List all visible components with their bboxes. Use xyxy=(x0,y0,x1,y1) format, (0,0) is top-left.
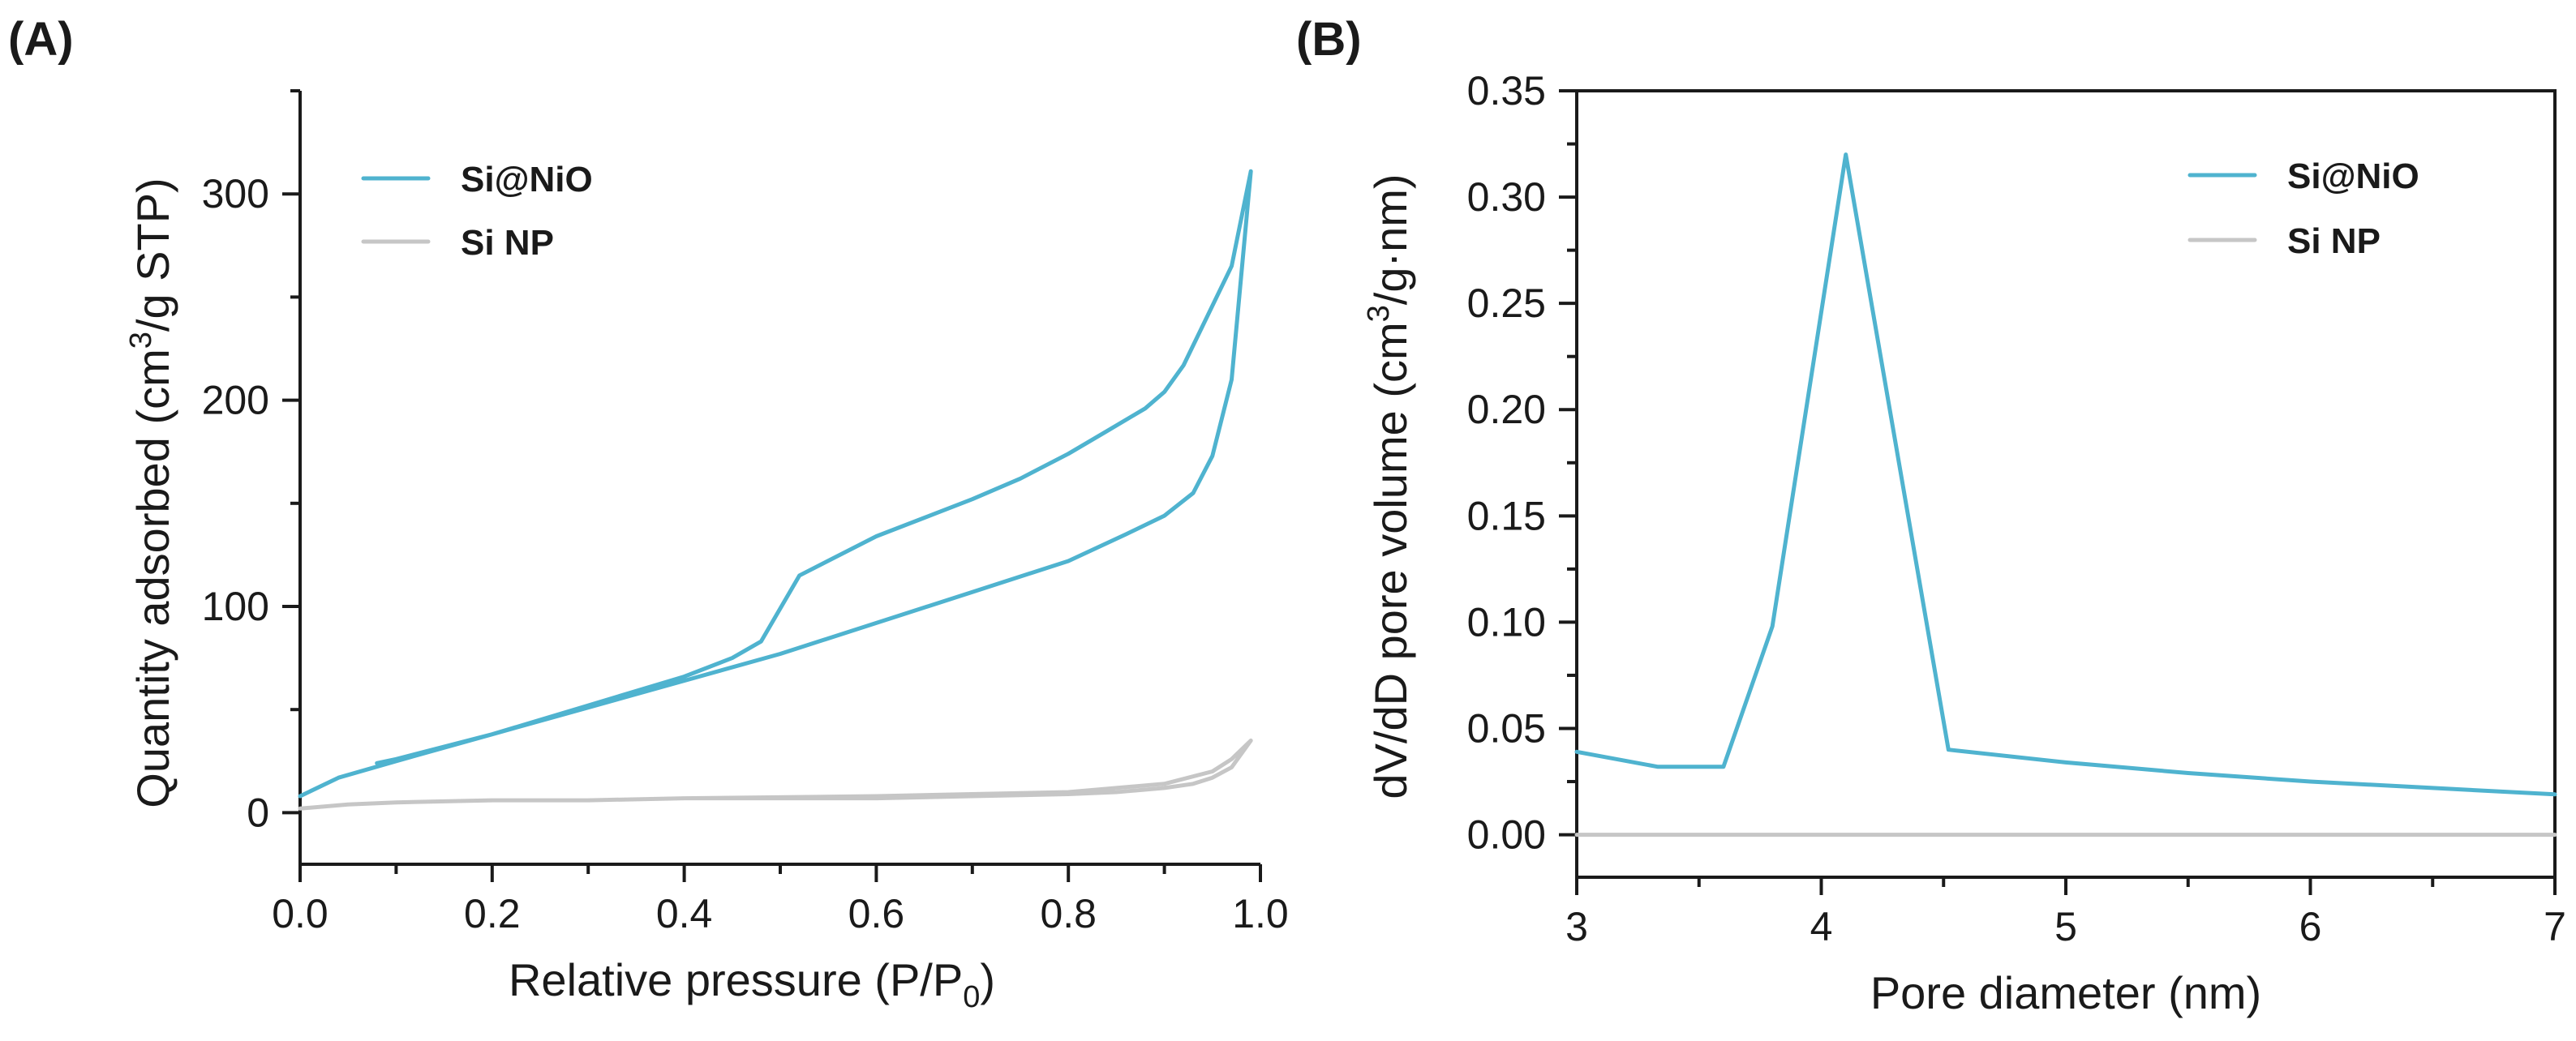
panel-a-x-axis-title: Relative pressure (P/P0) xyxy=(509,954,995,1014)
panel-b-x-axis-title: Pore diameter (nm) xyxy=(1870,967,2261,1018)
panel-a-y-tick-label: 0 xyxy=(247,790,269,835)
panel-b-y-tick-label: 0.35 xyxy=(1467,68,1546,114)
panel-a-label: (A) xyxy=(8,13,74,66)
panel-a-x-tick-label: 0.4 xyxy=(656,891,713,936)
panel-a-y-axis-title: Quantity adsorbed (cm3/g STP) xyxy=(124,178,178,808)
panel-b-x-tick-label: 4 xyxy=(1810,904,1833,949)
panel-b-legend: Si@NiO Si NP xyxy=(2187,156,2419,261)
panel-b-x-tick-label: 3 xyxy=(1565,904,1588,949)
panel-a-series-si-nio-line xyxy=(298,169,1253,799)
panel-a-series-si-np-line xyxy=(298,738,1253,811)
panel-b-y-axis-title: dV/dD pore volume (cm3/g·nm) xyxy=(1362,174,1416,799)
panel-b-plot-area: 3 4 5 6 7 0.00 0.05 0.10 0.15 0.20 0.25 0.30 0.35 xyxy=(1467,68,2566,949)
panel-b-y-tick-label: 0.10 xyxy=(1467,599,1546,645)
panel-b-y-tick-label: 0.25 xyxy=(1467,281,1546,326)
panel-b-legend-label-si-np: Si NP xyxy=(2287,221,2381,261)
panel-a-x-tick-label: 0.2 xyxy=(464,891,521,936)
panel-b-y-tick-label: 0.05 xyxy=(1467,705,1546,751)
panel-b-series-si-nio-line xyxy=(1574,152,2557,797)
panel-b-legend-label-si-nio: Si@NiO xyxy=(2287,156,2419,196)
panel-a-x-tick-label: 1.0 xyxy=(1232,891,1289,936)
panel-b-x-tick-label: 5 xyxy=(2054,904,2077,949)
panel-a-x-tick-label: 0.6 xyxy=(848,891,905,936)
panel-a-isotherm-chart: (A) 0.0 0.2 0.4 0.6 0.8 1.0 0 100 200 300 Relativ… xyxy=(8,13,1289,1014)
panel-a-plot-area: 0.0 0.2 0.4 0.6 0.8 1.0 0 100 200 300 xyxy=(202,89,1289,936)
panel-b-y-tick-label: 0.15 xyxy=(1467,493,1546,538)
panel-a-x-tick-label: 0.0 xyxy=(272,891,328,936)
panel-a-y-tick-label: 100 xyxy=(202,584,269,629)
panel-b-y-tick-label: 0.30 xyxy=(1467,174,1546,220)
panel-b-label: (B) xyxy=(1296,13,1362,66)
panel-b-y-tick-label: 0.00 xyxy=(1467,812,1546,858)
panel-b-pore-distribution-chart: (B) 3 4 5 6 7 0.00 0.05 0.10 0.15 0.20 0.25 0.30 0.3… xyxy=(1296,13,2566,1018)
panel-a-legend: Si@NiO Si NP xyxy=(361,160,593,263)
panel-b-frame xyxy=(1575,89,2557,879)
panel-a-y-tick-label: 300 xyxy=(202,171,269,216)
panel-b-x-tick-label: 6 xyxy=(2299,904,2322,949)
panel-a-legend-label-si-nio: Si@NiO xyxy=(461,160,593,199)
panel-a-y-tick-label: 200 xyxy=(202,378,269,423)
panel-a-legend-label-si-np: Si NP xyxy=(461,223,554,263)
panel-a-x-tick-label: 0.8 xyxy=(1040,891,1097,936)
panel-b-x-tick-label: 7 xyxy=(2544,904,2566,949)
panel-b-y-tick-label: 0.20 xyxy=(1467,387,1546,432)
